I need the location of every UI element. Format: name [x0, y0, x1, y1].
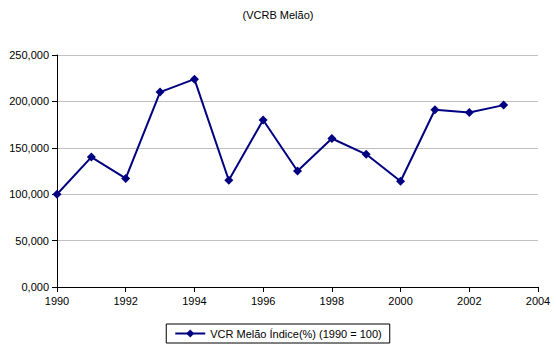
svg-text:250,000: 250,000 — [9, 49, 49, 61]
svg-text:2004: 2004 — [526, 295, 550, 307]
svg-text:2002: 2002 — [457, 295, 481, 307]
svg-text:100,000: 100,000 — [9, 188, 49, 200]
svg-text:2000: 2000 — [388, 295, 412, 307]
svg-text:VCR Melão Índice(%) (1990 = 10: VCR Melão Índice(%) (1990 = 100) — [210, 328, 381, 340]
svg-text:(VCRB Melão): (VCRB Melão) — [243, 9, 314, 21]
svg-text:1996: 1996 — [251, 295, 275, 307]
svg-text:150,000: 150,000 — [9, 142, 49, 154]
svg-text:0,000: 0,000 — [21, 281, 49, 293]
svg-text:1990: 1990 — [45, 295, 69, 307]
svg-text:1998: 1998 — [320, 295, 344, 307]
svg-text:1994: 1994 — [182, 295, 206, 307]
svg-text:50,000: 50,000 — [15, 235, 49, 247]
svg-text:1992: 1992 — [113, 295, 137, 307]
svg-text:200,000: 200,000 — [9, 95, 49, 107]
